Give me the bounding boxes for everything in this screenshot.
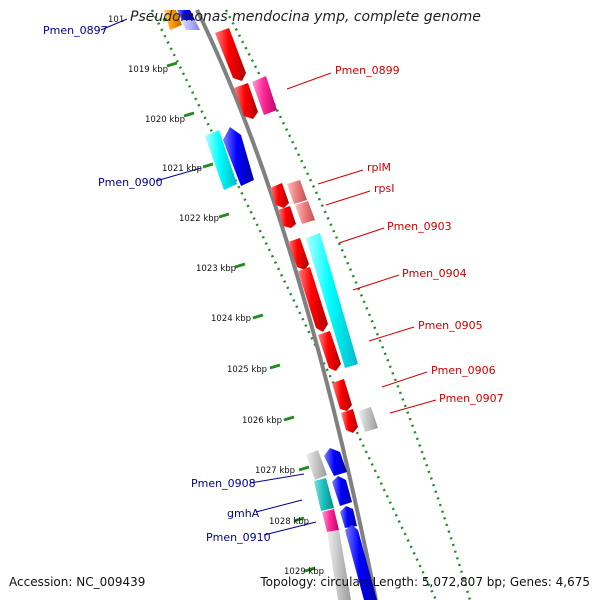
gene-blue-bottom[interactable] — [345, 525, 377, 600]
genome-summary: Topology: circular; Length: 5,072,807 bp… — [260, 575, 590, 589]
gene-gmhA[interactable] — [314, 478, 334, 511]
gene-label[interactable]: Pmen_0900 — [98, 176, 163, 189]
gene-pink-0910[interactable] — [322, 509, 339, 532]
gene-label[interactable]: Pmen_0899 — [335, 64, 400, 77]
gene-cyan-0904[interactable] — [306, 233, 358, 368]
gene-labels-right: Pmen_0899 rplM rpsI Pmen_0903 Pmen_0904 … — [335, 64, 504, 405]
gene-label[interactable]: Pmen_0903 — [387, 220, 452, 233]
ruler-label: 1026 kbp — [242, 416, 282, 426]
gene-blue-top[interactable] — [177, 10, 195, 20]
gene-blue-0910[interactable] — [340, 506, 357, 528]
gene-red-0899a[interactable] — [234, 83, 258, 119]
gene-blue-0908[interactable] — [324, 448, 347, 476]
accession-label: Accession: NC_009439 — [9, 575, 146, 589]
ruler-label: 1025 kbp — [227, 365, 267, 375]
gene-label[interactable]: Pmen_0908 — [191, 477, 256, 490]
gene-red-0907[interactable] — [341, 409, 358, 433]
ruler-label: 1023 kbp — [196, 264, 236, 274]
gene-label[interactable]: Pmen_0906 — [431, 364, 496, 377]
ruler-labels: 101 1019 kbp 1020 kbp 1021 kbp 1022 kbp … — [108, 15, 324, 577]
genome-backbone — [195, 9, 378, 600]
ruler-label: 101 — [108, 15, 124, 25]
gene-gray-bottom[interactable] — [327, 530, 351, 600]
reverse-strand-genes — [215, 28, 378, 433]
ruler-label: 1021 kbp — [162, 164, 202, 174]
gene-cyan-0900[interactable] — [205, 130, 237, 190]
gene-blue-gmhA[interactable] — [332, 476, 352, 506]
gene-gray-0907[interactable] — [358, 407, 378, 432]
ruler-ticks — [162, 16, 316, 573]
gene-label[interactable]: rpsI — [374, 182, 394, 195]
ruler-label: 1029 kbp — [284, 567, 324, 577]
gene-pink-0899[interactable] — [252, 76, 277, 115]
gene-red-0906[interactable] — [332, 379, 352, 411]
gene-lightred-rplM[interactable] — [287, 180, 307, 204]
gene-orange[interactable] — [164, 10, 182, 30]
map-title: Pseudomonas mendocina ymp, complete geno… — [130, 9, 481, 25]
ruler-label: 1028 kbp — [269, 517, 309, 527]
gene-label[interactable]: Pmen_0904 — [402, 267, 467, 280]
gene-red-rplM[interactable] — [270, 183, 289, 208]
gene-red-0904[interactable] — [298, 267, 328, 332]
gene-red-0905[interactable] — [318, 331, 341, 371]
forward-strand-genes — [164, 10, 377, 600]
gene-red-rpsI[interactable] — [278, 206, 296, 228]
gene-blue-0900[interactable] — [223, 127, 254, 186]
gene-red-0903[interactable] — [288, 238, 309, 270]
outer-dotted-ring — [150, 9, 438, 600]
gene-red-top[interactable] — [215, 28, 246, 81]
gene-gray-0908[interactable] — [306, 450, 327, 480]
gene-label[interactable]: rplM — [367, 161, 391, 174]
ruler-label: 1027 kbp — [255, 466, 295, 476]
gene-label[interactable]: Pmen_0910 — [206, 531, 271, 544]
ruler-label: 1019 kbp — [128, 65, 168, 75]
gene-label[interactable]: Pmen_0897 — [43, 24, 108, 37]
gene-label[interactable]: gmhA — [227, 507, 260, 520]
gene-lightred-rpsI[interactable] — [295, 201, 315, 224]
inner-dotted-ring — [224, 9, 472, 600]
gene-labels-left: Pmen_0897 Pmen_0900 Pmen_0908 gmhA Pmen_… — [43, 24, 271, 544]
gene-label[interactable]: Pmen_0905 — [418, 319, 483, 332]
label-leaders — [100, 18, 437, 536]
gene-lightblue-top[interactable] — [181, 20, 200, 30]
ruler-label: 1020 kbp — [145, 115, 185, 125]
gene-label[interactable]: Pmen_0907 — [439, 392, 504, 405]
ruler-label: 1022 kbp — [179, 214, 219, 224]
ruler-label: 1024 kbp — [211, 314, 251, 324]
